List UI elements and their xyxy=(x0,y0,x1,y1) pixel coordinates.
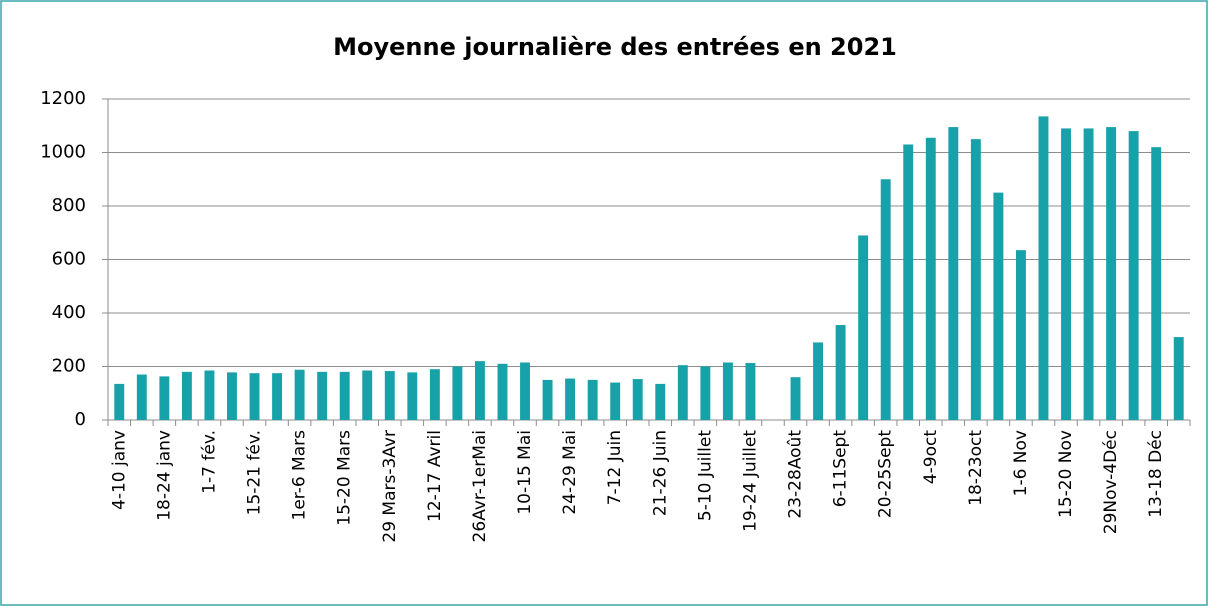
bar xyxy=(181,371,192,420)
y-tick-label: 600 xyxy=(52,249,86,270)
bar xyxy=(745,363,756,420)
bar xyxy=(407,372,418,420)
y-tick-label: 200 xyxy=(52,356,86,377)
bar xyxy=(362,370,373,420)
bar xyxy=(790,377,801,420)
x-tick-label: 19-24 Juillet xyxy=(740,430,760,532)
x-tick-label: 1er-6 Mars xyxy=(290,430,310,521)
bar xyxy=(880,179,891,420)
bar xyxy=(903,144,914,420)
bar xyxy=(632,379,643,420)
x-tick-label: 29 Mars-3Avr xyxy=(380,430,400,543)
bar xyxy=(114,383,125,420)
bar xyxy=(452,366,463,420)
y-tick-label: 0 xyxy=(75,409,86,430)
x-tick-label: 6-11Sept xyxy=(831,430,851,508)
bar xyxy=(1173,337,1184,420)
bar xyxy=(610,382,621,420)
bar xyxy=(497,363,508,420)
x-tick-label: 23-28Août xyxy=(786,430,806,519)
bar xyxy=(474,361,485,420)
bar xyxy=(249,373,260,420)
x-tick-label: 26Avr-1erMai xyxy=(470,430,490,542)
x-tick-label: 18-24 janv xyxy=(154,430,174,521)
bar xyxy=(565,378,576,420)
x-tick-label: 5-10 Juillet xyxy=(695,430,715,521)
x-tick-label: 15-20 Mars xyxy=(335,430,355,526)
bar xyxy=(1128,131,1139,420)
bar xyxy=(655,383,666,420)
x-tick-label: 15-20 Nov xyxy=(1056,430,1076,518)
bar xyxy=(993,192,1004,420)
bar xyxy=(204,370,215,420)
y-tick-label: 1200 xyxy=(40,88,86,109)
y-tick-label: 1000 xyxy=(40,142,86,163)
x-tick-label: 10-15 Mai xyxy=(515,430,535,515)
bar xyxy=(227,372,237,420)
bar xyxy=(159,376,170,420)
bar xyxy=(858,235,869,420)
bar xyxy=(1061,128,1071,421)
bar xyxy=(700,366,711,420)
bar xyxy=(339,371,350,420)
bar xyxy=(272,373,283,420)
bar xyxy=(542,379,553,420)
y-tick-label: 400 xyxy=(52,302,86,323)
x-tick-label: 1-7 fév. xyxy=(199,430,219,494)
x-tick-label: 24-29 Mai xyxy=(560,430,580,515)
bar xyxy=(835,325,846,420)
x-tick-label: 21-26 Juin xyxy=(650,430,670,516)
bar xyxy=(925,137,936,420)
bar xyxy=(970,139,981,420)
bar xyxy=(587,379,598,420)
bar xyxy=(429,369,440,420)
x-tick-label: 1-6 Nov xyxy=(1011,430,1031,496)
chart-title: Moyenne journalière des entrées en 2021 xyxy=(333,33,897,61)
x-tick-label: 4-9oct xyxy=(921,430,941,485)
x-tick-label: 4-10 janv xyxy=(109,430,129,510)
bar xyxy=(1151,147,1162,420)
bar xyxy=(1083,128,1094,421)
bar xyxy=(1015,250,1026,420)
x-tick-label: 20-25Sept xyxy=(876,430,896,518)
bar xyxy=(136,374,147,420)
y-tick-label: 800 xyxy=(52,195,86,216)
bar xyxy=(1038,116,1049,420)
bar xyxy=(722,362,733,420)
bar xyxy=(813,342,824,420)
x-tick-label: 13-18 Déc xyxy=(1146,430,1166,518)
bar xyxy=(384,371,395,420)
bar xyxy=(1106,127,1117,421)
bar xyxy=(948,127,959,421)
x-tick-label: 18-23oct xyxy=(966,430,986,506)
bar xyxy=(317,371,328,420)
x-tick-label: 12-17 Avril xyxy=(425,430,445,522)
x-tick-label: 15-21 fév. xyxy=(245,430,265,515)
bar xyxy=(520,362,530,420)
x-tick-label: 7-12 Juin xyxy=(605,430,625,505)
x-tick-label: 29Nov-4Déc xyxy=(1101,430,1121,534)
bar xyxy=(677,365,688,420)
bar xyxy=(294,369,305,420)
